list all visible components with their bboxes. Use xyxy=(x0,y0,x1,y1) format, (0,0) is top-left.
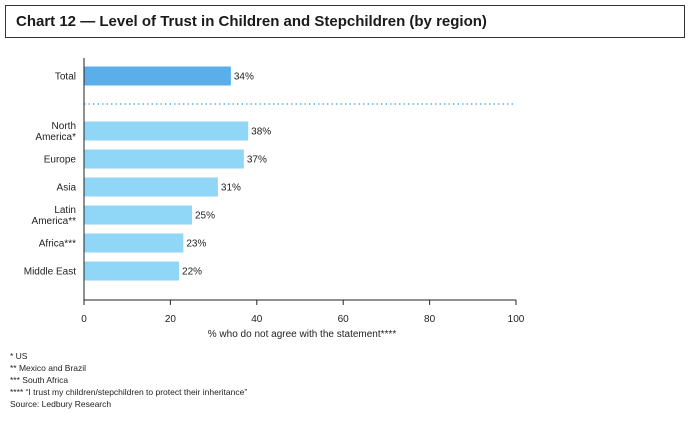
x-tick-label: 100 xyxy=(508,314,525,325)
footnote-south-africa: *** South Africa xyxy=(10,375,69,385)
bar-region xyxy=(84,177,218,197)
x-tick-label: 0 xyxy=(81,314,87,325)
bar-region xyxy=(84,261,180,281)
chart-title: Chart 12 — Level of Trust in Children an… xyxy=(16,13,487,30)
x-axis-title: % who do not agree with the statement***… xyxy=(208,329,397,340)
category-label: Asia xyxy=(57,183,77,194)
category-label: America* xyxy=(35,132,76,143)
bar-region xyxy=(84,233,184,253)
source-note: Source: Ledbury Research xyxy=(10,399,112,409)
category-label: Europe xyxy=(44,155,77,166)
footnote-mexico-brazil: ** Mexico and Brazil xyxy=(10,363,87,373)
value-label: 25% xyxy=(195,211,215,222)
bar-region xyxy=(84,121,249,141)
x-tick-label: 60 xyxy=(338,314,350,325)
category-label: America** xyxy=(32,216,77,227)
category-label: North xyxy=(52,121,76,132)
bar-total xyxy=(84,66,231,86)
category-label: Africa*** xyxy=(39,239,76,250)
category-label-total: Total xyxy=(55,72,76,83)
bar-region xyxy=(84,205,192,225)
x-tick-label: 40 xyxy=(251,314,263,325)
value-label: 37% xyxy=(247,155,267,166)
value-label: 31% xyxy=(221,183,241,194)
bar-region xyxy=(84,149,244,169)
chart-title-box: Chart 12 — Level of Trust in Children an… xyxy=(5,5,685,38)
x-tick-label: 80 xyxy=(424,314,436,325)
footnote-us: * US xyxy=(10,351,28,361)
footnote-statement: **** “I trust my children/stepchildren t… xyxy=(10,387,248,397)
value-label: 23% xyxy=(186,239,206,250)
category-label: Latin xyxy=(54,205,76,216)
value-label: 38% xyxy=(251,127,271,138)
value-label: 22% xyxy=(182,267,202,278)
footnotes: * US ** Mexico and Brazil *** South Afri… xyxy=(10,350,247,410)
value-label-total: 34% xyxy=(234,72,254,83)
x-tick-label: 20 xyxy=(165,314,177,325)
category-label: Middle East xyxy=(24,267,76,278)
